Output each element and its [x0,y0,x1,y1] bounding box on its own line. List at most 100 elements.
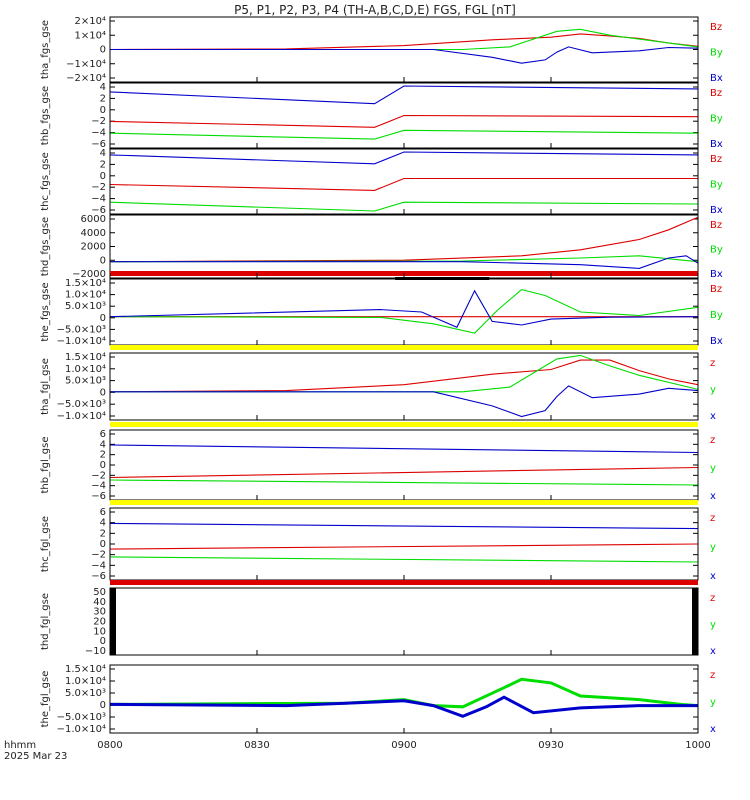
legend-Bz: Bz [710,220,722,231]
x-axis-name: hhmm [4,740,36,751]
y-tick-label: −5.0×10³ [57,399,106,410]
y-axis-label: tha_fgs_gse [40,20,51,79]
x-axis-date: 2025 Mar 23 [4,751,67,762]
y-tick-label: 1×10⁴ [75,30,106,41]
legend-x: x [710,646,716,657]
series-line-Bx [110,46,699,64]
y-tick-label: 0 [100,539,106,550]
y-tick-label: 0 [100,105,106,116]
y-axis-label: the_fgs_gse [40,282,51,341]
series-line-Bx [109,151,699,165]
y-tick-label: −4 [91,560,106,571]
y-tick-label: 4 [100,439,106,450]
y-tick-label: 0 [100,387,106,398]
y-tick-label: 1.0×10⁴ [65,364,106,375]
y-tick-label: 20 [93,617,106,628]
legend-By: By [710,114,723,125]
y-tick-label: −6 [91,139,106,150]
y-tick-label: −4 [91,194,106,205]
legend-Bz: Bz [710,88,722,99]
series-line-y [110,354,699,393]
y-tick-label: 1.5×10⁴ [65,352,106,363]
x-tick-label: 0830 [244,740,269,751]
series-line-Bz [109,177,698,191]
y-axis-label: thb_fgl_gse [40,437,51,494]
y-tick-label: 2000 [81,242,106,253]
y-tick-label: 1.0×10⁴ [65,676,106,687]
y-tick-label: −2 [91,470,106,481]
legend-Bz: Bz [710,154,722,165]
y-tick-label: 6 [100,507,106,518]
series-line-By [109,288,699,334]
legend-z: z [710,593,715,604]
y-axis-label: thd_fgl_gse [40,593,51,650]
series-line-Bz [109,114,699,128]
y-tick-label: 0 [100,313,106,324]
y-axis-label: thc_fgl_gse [40,516,51,572]
y-axis-label: the_fgl_gse [40,671,51,728]
y-tick-label: 2 [100,528,106,539]
legend-By: By [710,310,723,321]
y-tick-label: −2 [91,550,106,561]
series-line-By [109,201,699,212]
legend-Bx: Bx [710,139,723,150]
series-line-y [109,479,699,486]
series-line-Bx [110,255,699,269]
y-tick-label: 2 [100,450,106,461]
series-line-x [109,695,698,718]
y-tick-label: −4 [91,481,106,492]
x-tick-label: 1000 [685,740,710,751]
y-tick-label: −1.0×10⁴ [57,336,106,347]
panel-frame [109,148,699,215]
legend-y: y [710,385,716,396]
legend-y: y [710,620,716,631]
y-tick-label: 4 [100,82,106,93]
legend-Bx: Bx [710,73,723,84]
legend-y: y [710,697,716,708]
legend-x: x [710,411,716,422]
series-line-Bz [109,33,699,51]
y-tick-label: 0 [100,636,106,647]
panel-frame [109,352,699,421]
x-axis: hhmm 2025 Mar 23 0800 0830 0900 0930 1000 [4,77,711,762]
panel-thc_fgs_gse: 420−2−4−6 thc_fgs_gse Bz By Bx [40,148,723,216]
panel-thb_fgs_gse: 420−2−4−6 thb_fgs_gse Bz By Bx [40,82,723,150]
y-tick-label: −10 [85,646,106,657]
y-tick-label: −1.0×10⁴ [57,411,106,422]
y-tick-label: −1×10⁴ [66,59,106,70]
legend-By: By [710,48,723,59]
legend-z: z [710,435,715,446]
edge-block-left [110,588,116,655]
y-tick-label: 0 [100,171,106,182]
y-tick-label: −1.0×10⁴ [57,724,106,735]
plot-title: P5, P1, P2, P3, P4 (TH-A,B,C,D,E) FGS, F… [234,3,516,17]
panel-tha_fgs_gse: 2×10⁴ 1×10⁴ 0 −1×10⁴ −2×10⁴ tha_fgs_gse Bz By Bx [40,16,723,84]
panel-frame [109,278,699,346]
legend-By: By [710,245,723,256]
legend-By: By [710,180,723,191]
y-tick-label: −2000 [72,269,106,280]
series-line-y [109,677,699,709]
panel-frame [109,429,699,501]
series-line-z [109,466,699,479]
y-tick-label: 5.0×10³ [65,376,106,387]
y-tick-label: 2 [100,93,106,104]
panel-frame [109,507,699,581]
y-tick-label: 0 [100,45,106,56]
y-tick-label: −2×10⁴ [66,73,106,84]
x-tick-label: 0930 [538,740,563,751]
y-tick-label: 1.0×10⁴ [65,290,106,301]
y-tick-label: 6000 [81,214,106,225]
y-tick-label: 5.0×10³ [65,688,106,699]
y-tick-label: 5.0×10³ [65,301,106,312]
panel-frame [109,587,699,656]
y-tick-label: −6 [91,205,106,216]
x-tick-label: 0800 [97,740,122,751]
status-bar [110,422,698,427]
legend-z: z [710,513,715,524]
legend-Bx: Bx [710,336,723,347]
y-axis-label: thc_fgs_gse [40,152,51,211]
